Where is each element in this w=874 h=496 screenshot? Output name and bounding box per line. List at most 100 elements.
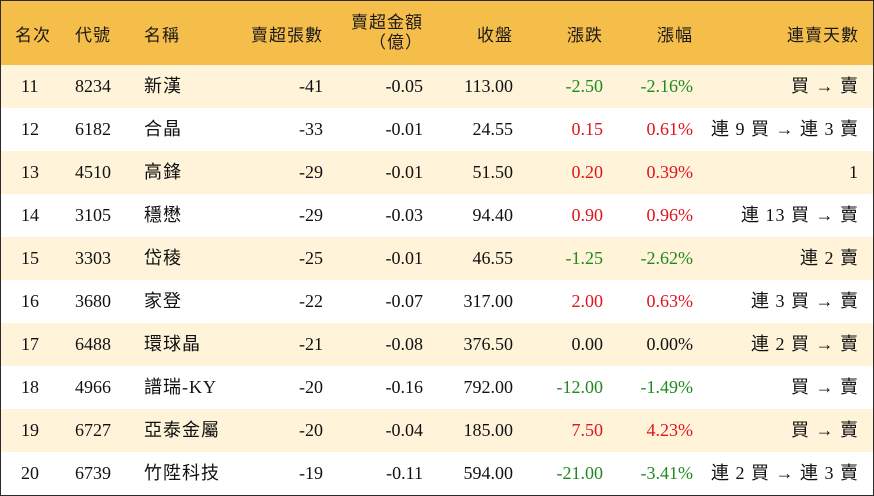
cell-code: 3680 <box>75 291 111 311</box>
cell-change-pct: 4.23% <box>646 420 694 440</box>
cell-name: 譜瑞-KY <box>144 377 217 397</box>
cell-code: 6488 <box>75 334 111 354</box>
cell-name: 新漢 <box>144 76 182 96</box>
cell-close: 46.55 <box>472 248 514 268</box>
cell-change: 0.90 <box>571 205 604 225</box>
cell-close: 376.50 <box>463 334 514 354</box>
table-row: 14 3105 穩懋 -29 -0.03 94.40 0.90 0.96% 連 13 買 → 賣 <box>1 194 873 237</box>
cell-streak: 買 → 賣 <box>791 420 859 440</box>
cell-change-pct: 0.63% <box>646 291 694 311</box>
cell-net-sell-lots: -20 <box>299 377 323 397</box>
cell-change-pct: -3.41% <box>640 463 694 483</box>
header-net-sell-amount: 賣超金額 （億） <box>331 1 423 65</box>
cell-change: -12.00 <box>556 377 604 397</box>
cell-rank: 17 <box>21 334 39 354</box>
cell-code: 8234 <box>75 76 111 96</box>
cell-code: 6739 <box>75 463 111 483</box>
cell-name: 岱稜 <box>144 248 182 268</box>
table-row: 17 6488 環球晶 -21 -0.08 376.50 0.00 0.00% 連 2 買 → … <box>1 323 873 366</box>
header-close: 收盤 <box>477 25 513 45</box>
cell-change-pct: 0.96% <box>646 205 694 225</box>
cell-streak: 連 2 買 → 連 3 賣 <box>711 463 859 483</box>
cell-net-sell-amount: -0.11 <box>386 463 423 483</box>
cell-net-sell-lots: -29 <box>299 162 323 182</box>
cell-change: 0.00 <box>571 334 604 354</box>
header-net-sell-amount-line1: 賣超金額 <box>351 13 423 32</box>
cell-rank: 15 <box>21 248 39 268</box>
cell-close: 24.55 <box>472 119 514 139</box>
table-header: 名次 代號 名稱 賣超張數 賣超金額 （億） 收盤 漲跌 漲幅 連賣天數 <box>1 1 873 65</box>
cell-rank: 20 <box>21 463 39 483</box>
cell-name: 家登 <box>144 291 182 311</box>
cell-change-pct: 0.61% <box>646 119 694 139</box>
cell-net-sell-amount: -0.08 <box>385 334 424 354</box>
cell-change-pct: -1.49% <box>640 377 694 397</box>
table-row: 11 8234 新漢 -41 -0.05 113.00 -2.50 -2.16% 買 → 賣 <box>1 65 873 108</box>
cell-net-sell-lots: -21 <box>299 334 323 354</box>
cell-net-sell-lots: -20 <box>299 420 323 440</box>
cell-name: 穩懋 <box>144 205 182 225</box>
cell-streak: 連 9 買 → 連 3 賣 <box>711 119 859 139</box>
cell-net-sell-lots: -22 <box>299 291 323 311</box>
header-name: 名稱 <box>144 25 180 45</box>
table-row: 16 3680 家登 -22 -0.07 317.00 2.00 0.63% 連 3 買 → 賣 <box>1 280 873 323</box>
cell-code: 4966 <box>75 377 111 397</box>
cell-net-sell-lots: -19 <box>299 463 323 483</box>
cell-name: 竹陞科技 <box>144 463 220 483</box>
table-row: 15 3303 岱稜 -25 -0.01 46.55 -1.25 -2.62% 連 2 賣 <box>1 237 873 280</box>
cell-rank: 16 <box>21 291 39 311</box>
cell-streak: 連 3 買 → 賣 <box>751 291 859 311</box>
cell-rank: 14 <box>21 205 39 225</box>
header-streak: 連賣天數 <box>787 25 859 45</box>
header-net-sell-amount-line2: （億） <box>369 33 423 52</box>
cell-code: 6182 <box>75 119 111 139</box>
header-rank: 名次 <box>15 25 51 45</box>
cell-streak: 買 → 賣 <box>791 76 859 96</box>
cell-code: 6727 <box>75 420 111 440</box>
cell-net-sell-amount: -0.05 <box>385 76 424 96</box>
cell-name: 亞泰金屬 <box>144 420 220 440</box>
cell-change: 7.50 <box>571 420 604 440</box>
table-row: 13 4510 高鋒 -29 -0.01 51.50 0.20 0.39% 1 <box>1 151 873 194</box>
cell-name: 環球晶 <box>144 334 201 354</box>
cell-change: 0.15 <box>571 119 604 139</box>
cell-net-sell-lots: -25 <box>299 248 323 268</box>
cell-net-sell-amount: -0.03 <box>385 205 424 225</box>
cell-change: -2.50 <box>565 76 604 96</box>
cell-rank: 11 <box>21 76 39 96</box>
cell-net-sell-amount: -0.16 <box>385 377 424 397</box>
cell-net-sell-amount: -0.01 <box>385 162 424 182</box>
cell-code: 3105 <box>75 205 111 225</box>
cell-change: -1.25 <box>565 248 604 268</box>
cell-rank: 19 <box>21 420 39 440</box>
cell-rank: 18 <box>21 377 39 397</box>
table-row: 18 4966 譜瑞-KY -20 -0.16 792.00 -12.00 -1.49% 買 →… <box>1 366 873 409</box>
header-code: 代號 <box>75 25 111 45</box>
table-row: 20 6739 竹陞科技 -19 -0.11 594.00 -21.00 -3.41% 連 2 … <box>1 452 873 495</box>
cell-streak: 連 2 賣 <box>800 248 859 268</box>
cell-net-sell-lots: -29 <box>299 205 323 225</box>
cell-change-pct: -2.62% <box>640 248 694 268</box>
table-row: 12 6182 合晶 -33 -0.01 24.55 0.15 0.61% 連 9 買 → 連 … <box>1 108 873 151</box>
cell-code: 4510 <box>75 162 111 182</box>
cell-net-sell-amount: -0.01 <box>385 119 424 139</box>
cell-change-pct: -2.16% <box>640 76 694 96</box>
cell-name: 合晶 <box>144 119 182 139</box>
cell-net-sell-amount: -0.04 <box>385 420 424 440</box>
cell-net-sell-lots: -41 <box>299 76 323 96</box>
cell-name: 高鋒 <box>144 162 182 182</box>
cell-close: 594.00 <box>463 463 514 483</box>
cell-change: -21.00 <box>556 463 604 483</box>
cell-close: 185.00 <box>463 420 514 440</box>
cell-net-sell-amount: -0.01 <box>385 248 424 268</box>
cell-close: 317.00 <box>463 291 514 311</box>
header-change: 漲跌 <box>567 25 603 45</box>
cell-streak: 連 13 買 → 賣 <box>741 205 859 225</box>
cell-code: 3303 <box>75 248 111 268</box>
cell-streak: 連 2 買 → 賣 <box>751 334 859 354</box>
cell-streak: 1 <box>849 162 859 182</box>
cell-net-sell-amount: -0.07 <box>385 291 424 311</box>
cell-rank: 12 <box>21 119 39 139</box>
header-net-sell-lots: 賣超張數 <box>251 25 323 45</box>
